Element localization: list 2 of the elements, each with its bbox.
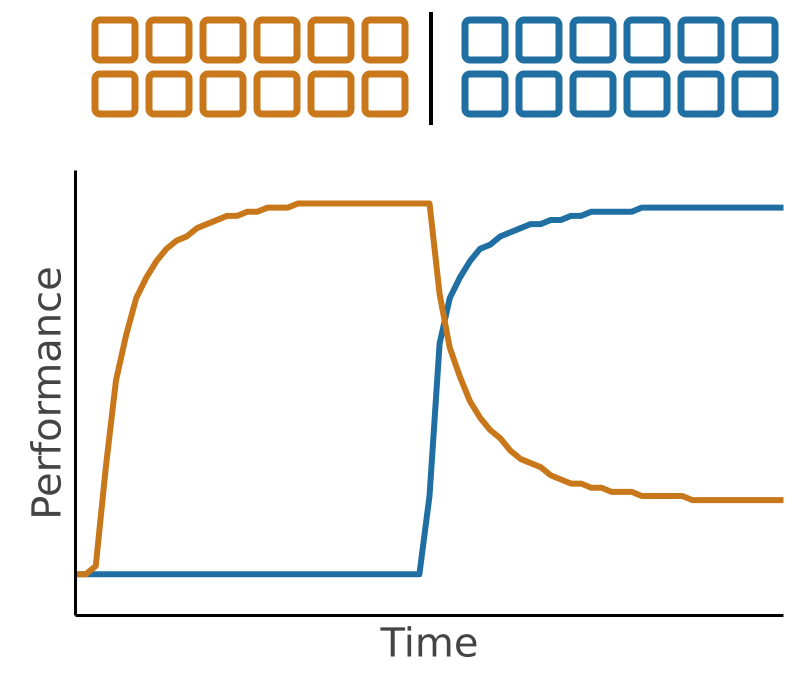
x-axis-title: Time	[380, 620, 478, 666]
y-axis-title: Performance	[24, 266, 70, 520]
